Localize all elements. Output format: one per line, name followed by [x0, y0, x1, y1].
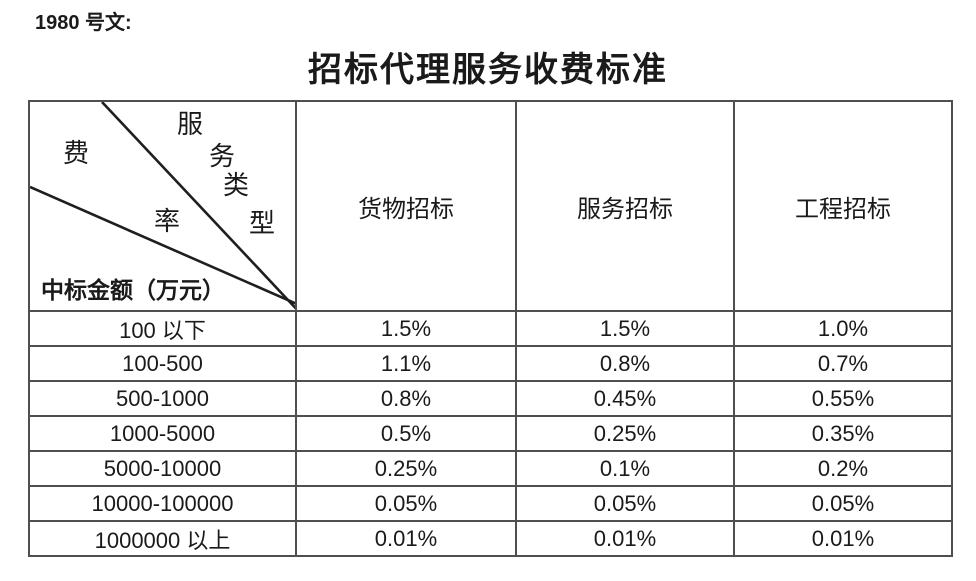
corner-service-char-1: 服	[177, 110, 204, 139]
rate-cell: 1.1%	[295, 345, 517, 382]
row-range-label: 10000-100000	[28, 485, 297, 522]
rate-cell: 0.8%	[515, 345, 735, 382]
rate-cell: 0.8%	[295, 380, 517, 417]
rate-cell: 0.25%	[515, 415, 735, 452]
row-range-label: 500-1000	[28, 380, 297, 417]
corner-service-char-4: 型	[249, 209, 276, 238]
rate-cell: 1.5%	[515, 310, 735, 347]
table-corner-cell: 服 务 类 型 费 率 中标金额（万元）	[28, 100, 297, 312]
rate-cell: 0.35%	[733, 415, 953, 452]
rate-cell: 0.1%	[515, 450, 735, 487]
rate-cell: 0.01%	[733, 520, 953, 557]
table-row: 1000000 以上 0.01% 0.01% 0.01%	[28, 520, 953, 557]
column-header-goods-bidding: 货物招标	[295, 100, 517, 312]
corner-fee-char-2: 率	[154, 207, 181, 236]
row-range-label: 5000-10000	[28, 450, 297, 487]
corner-fee-char-1: 费	[63, 139, 90, 168]
table-row: 10000-100000 0.05% 0.05% 0.05%	[28, 485, 953, 522]
rate-cell: 0.2%	[733, 450, 953, 487]
rate-cell: 0.05%	[515, 485, 735, 522]
rate-cell: 0.05%	[295, 485, 517, 522]
rate-cell: 0.45%	[515, 380, 735, 417]
rate-cell: 1.0%	[733, 310, 953, 347]
table-row: 100-500 1.1% 0.8% 0.7%	[28, 345, 953, 382]
rate-cell: 0.55%	[733, 380, 953, 417]
column-header-works-bidding: 工程招标	[733, 100, 953, 312]
table-row: 100 以下 1.5% 1.5% 1.0%	[28, 310, 953, 347]
row-range-label: 1000-5000	[28, 415, 297, 452]
corner-amount-label: 中标金额（万元）	[41, 278, 225, 303]
row-range-label: 100 以下	[28, 310, 297, 347]
rate-cell: 0.01%	[295, 520, 517, 557]
fee-standard-table: 服 务 类 型 费 率 中标金额（万元） 货物招标 服务招标 工程招标 100 …	[28, 100, 953, 557]
page-title: 招标代理服务收费标准	[308, 52, 668, 89]
column-header-service-bidding: 服务招标	[515, 100, 735, 312]
diagonal-divider-lines	[31, 103, 294, 309]
table-row: 1000-5000 0.5% 0.25% 0.35%	[28, 415, 953, 452]
rate-cell: 0.05%	[733, 485, 953, 522]
row-range-label: 100-500	[28, 345, 297, 382]
rate-cell: 0.01%	[515, 520, 735, 557]
corner-service-char-3: 类	[223, 171, 250, 200]
table-header-row: 服 务 类 型 费 率 中标金额（万元） 货物招标 服务招标 工程招标	[28, 100, 953, 312]
row-range-label: 1000000 以上	[28, 520, 297, 557]
corner-service-char-2: 务	[209, 142, 236, 171]
rate-cell: 0.7%	[733, 345, 953, 382]
rate-cell: 0.25%	[295, 450, 517, 487]
table-row: 5000-10000 0.25% 0.1% 0.2%	[28, 450, 953, 487]
rate-cell: 0.5%	[295, 415, 517, 452]
doc-number-label: 1980 号文:	[35, 12, 132, 34]
rate-cell: 1.5%	[295, 310, 517, 347]
table-row: 500-1000 0.8% 0.45% 0.55%	[28, 380, 953, 417]
